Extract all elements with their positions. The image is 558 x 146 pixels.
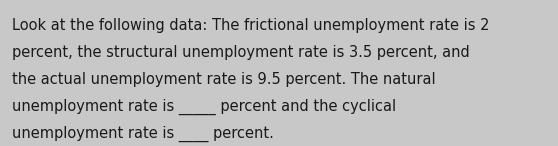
Text: percent, the structural unemployment rate is 3.5 percent, and: percent, the structural unemployment rat… bbox=[12, 45, 470, 60]
Text: unemployment rate is ____ percent.: unemployment rate is ____ percent. bbox=[12, 126, 274, 142]
Text: the actual unemployment rate is 9.5 percent. The natural: the actual unemployment rate is 9.5 perc… bbox=[12, 72, 436, 87]
Text: Look at the following data: The frictional unemployment rate is 2: Look at the following data: The friction… bbox=[12, 18, 490, 33]
Text: unemployment rate is _____ percent and the cyclical: unemployment rate is _____ percent and t… bbox=[12, 99, 396, 115]
